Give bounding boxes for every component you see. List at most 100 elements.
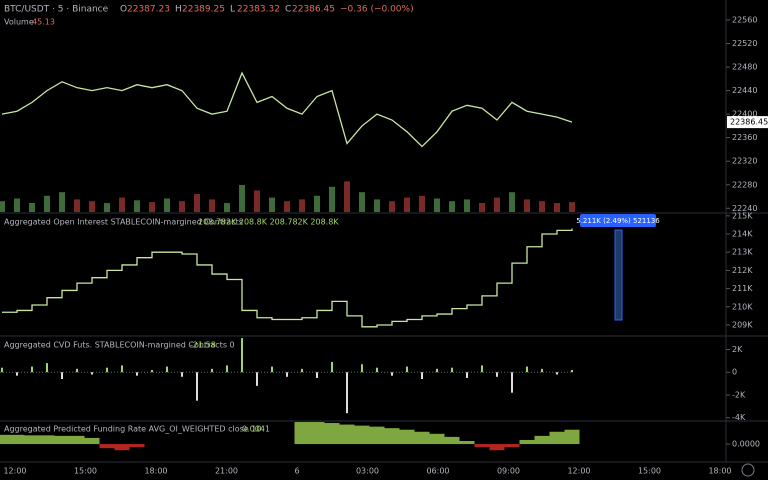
ohlc-label: C [285,5,291,15]
funding-bar [384,428,400,445]
volume-bar [419,195,425,212]
cvd-bar [436,368,438,373]
y-tick-label: 215K [732,211,753,220]
cvd-bar [91,372,93,375]
x-tick-label: 18:00 [144,467,167,476]
volume-bar [59,192,65,212]
y-tick-label: 214K [732,230,753,239]
volume-bar [239,185,245,212]
funding-bar [549,431,565,445]
cvd-bar [31,366,33,373]
cvd-bar [406,366,408,373]
x-tick-label: 15:00 [638,467,661,476]
funding-bar [294,422,310,445]
y-tick-label: 212K [732,266,753,275]
funding-bar [459,440,475,445]
cvd-bar [556,372,558,375]
volume-bar [74,199,80,212]
oi-legend: Aggregated Open Interest STABLECOIN-marg… [4,218,243,227]
volume-bar [569,202,575,212]
volume-value: 45.13 [32,18,55,27]
measure-range [614,229,623,321]
funding-legend: Aggregated Predicted Funding Rate AVG_OI… [4,425,261,434]
cvd-bar [451,367,453,373]
y-tick-label: 0.0000 [732,440,760,449]
cvd-bar [376,367,378,373]
ohlc-label: H [175,5,182,15]
cvd-legend: Aggregated CVD Futs. STABLECOIN-margined… [4,341,235,350]
cvd-bar [76,368,78,373]
y-tick-label: 210K [732,302,753,311]
funding-bar [99,444,115,449]
funding-bar [444,436,460,445]
volume-bar [494,197,500,212]
cvd-bar [136,372,138,376]
settings-button[interactable] [741,463,755,477]
price-tag-text: 22386.45 [730,118,768,127]
y-tick-label: 213K [732,248,753,257]
y-tick-label: 22520 [732,39,757,48]
funding-bar [39,435,55,445]
volume-bar [149,202,155,212]
x-tick-label: 6 [294,467,299,476]
funding-bar [354,425,370,445]
funding-bar [69,435,85,445]
cvd-bar [226,365,228,373]
funding-bar [9,434,25,445]
x-tick-label: 09:00 [497,467,520,476]
volume-bar [0,201,5,212]
volume-bar [359,192,365,212]
funding-bar [534,435,550,445]
y-tick-label: 209K [732,320,753,329]
volume-bar [29,203,35,212]
oi-line [2,228,573,328]
ohlc-label: O [120,5,127,15]
cvd-bar [481,365,483,373]
funding-bar [414,431,430,445]
cvd-bar [196,372,198,401]
cvd-bar [466,372,468,378]
volume-bar [524,199,530,212]
cvd-bar [151,369,153,373]
funding-bar [489,444,505,451]
funding-bar [504,444,520,448]
cvd-bar [421,372,423,380]
funding-bar [519,439,535,445]
volume-bar [119,197,125,212]
y-tick-label: 211K [732,284,753,293]
funding-bar [564,429,580,445]
volume-bar [329,186,335,212]
funding-bar [474,444,490,448]
price-tag [727,116,768,129]
volume-bar [284,201,290,212]
funding-bar [309,422,325,445]
cvd-bar [256,372,258,386]
measure-tooltip [580,214,656,227]
ohlc-label: L [230,5,235,15]
cvd-bar [271,366,273,373]
x-tick-label: 12:00 [567,467,590,476]
x-tick-label: 18:00 [708,467,731,476]
cvd-bar [511,372,513,393]
cvd-bar [346,372,348,414]
price-line [1,71,573,148]
funding-bar [399,429,415,445]
funding-bar [114,444,130,451]
x-tick-label: 15:00 [74,467,97,476]
volume-bar [44,195,50,212]
cvd-bar [286,372,288,377]
volume-bar [464,199,470,212]
funding-bar [324,423,340,445]
volume-bar [389,201,395,212]
funding-legend-value: 0.0041 [242,425,270,434]
volume-bar [89,201,95,212]
cvd-bar [331,362,333,373]
ohlc-value: 22386.45 [292,5,335,15]
y-tick-label: 22400 [732,110,757,119]
volume-bar [134,200,140,212]
oi-legend-values: 208.782K 208.8K 208.782K 208.8K [198,218,339,227]
cvd-bar [181,372,183,377]
volume-bar [554,203,560,212]
volume-bar [179,201,185,212]
